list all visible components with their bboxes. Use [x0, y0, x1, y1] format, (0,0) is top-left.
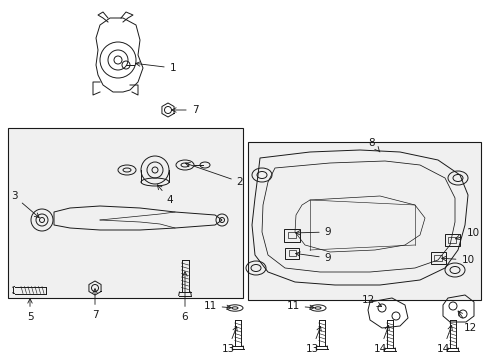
Text: 1: 1 — [135, 62, 176, 73]
Bar — [8, 128, 243, 298]
Text: 12: 12 — [457, 311, 476, 333]
Text: 9: 9 — [295, 252, 331, 263]
Bar — [447, 237, 455, 243]
Text: 10: 10 — [441, 255, 473, 265]
Bar — [444, 234, 459, 246]
Text: 14: 14 — [373, 325, 388, 354]
Text: 10: 10 — [455, 228, 479, 239]
Text: 13: 13 — [221, 327, 237, 354]
Text: 6: 6 — [182, 272, 188, 322]
Text: 4: 4 — [157, 185, 173, 205]
Text: 14: 14 — [435, 325, 451, 354]
Text: 7: 7 — [92, 289, 98, 320]
Text: 7: 7 — [171, 105, 198, 115]
Text: 11: 11 — [203, 301, 231, 311]
Bar — [288, 250, 295, 256]
Text: 2: 2 — [185, 163, 243, 187]
Text: 12: 12 — [361, 295, 381, 306]
Bar — [287, 232, 295, 238]
Text: 5: 5 — [27, 299, 33, 322]
Bar — [429, 252, 445, 264]
Text: 9: 9 — [295, 227, 331, 237]
Bar — [284, 229, 299, 242]
Bar — [285, 248, 298, 258]
Text: 3: 3 — [11, 191, 39, 217]
Text: 11: 11 — [286, 301, 314, 311]
Text: 13: 13 — [305, 327, 321, 354]
Bar — [433, 255, 441, 261]
Text: 8: 8 — [368, 138, 379, 152]
Bar — [247, 142, 480, 300]
